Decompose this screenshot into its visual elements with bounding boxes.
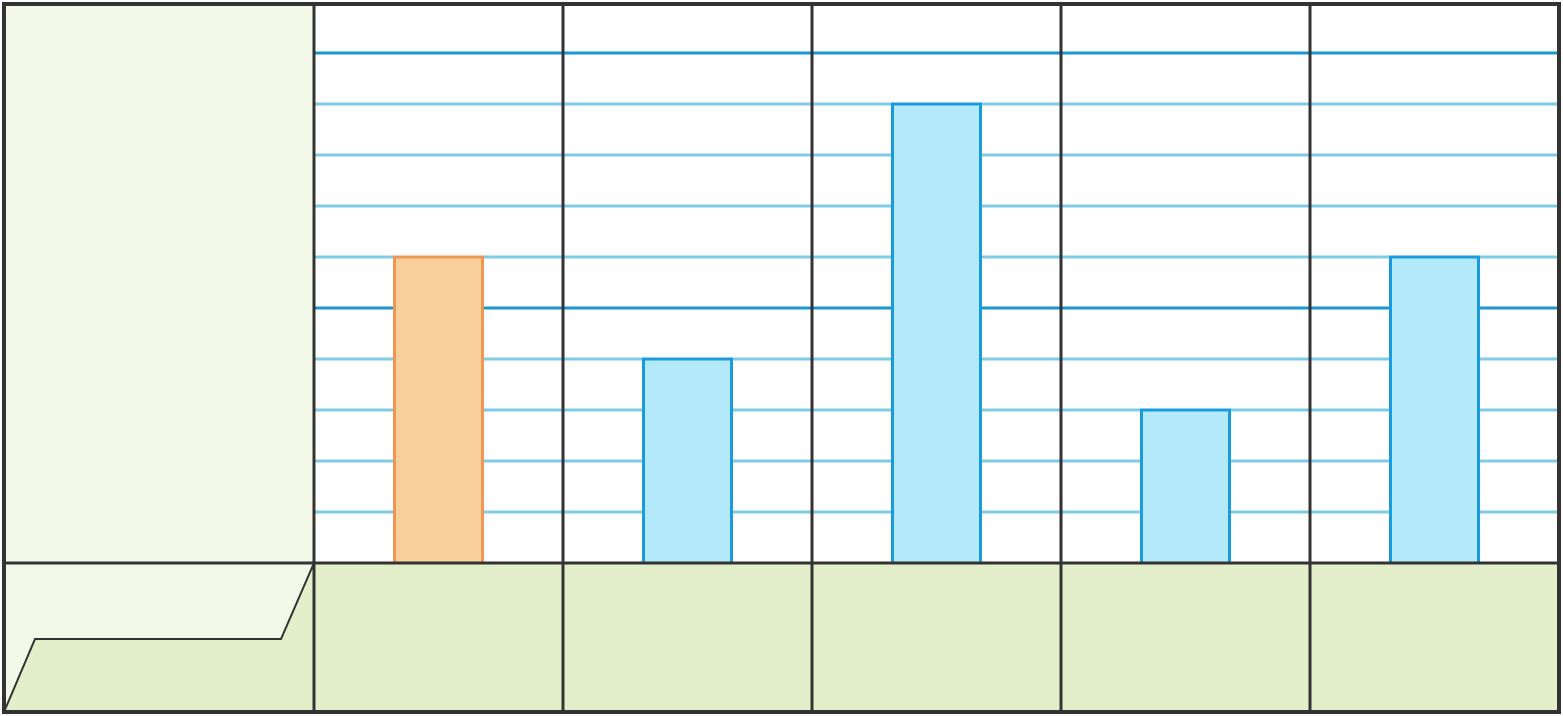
bar-4 — [1140, 408, 1231, 565]
bar-3 — [891, 102, 982, 565]
bar-2 — [642, 357, 733, 565]
bars — [393, 102, 1480, 565]
bar-5 — [1389, 255, 1480, 565]
bar-1 — [393, 255, 484, 565]
category-label-row — [314, 563, 1559, 712]
y-axis-label-panel — [4, 4, 314, 563]
